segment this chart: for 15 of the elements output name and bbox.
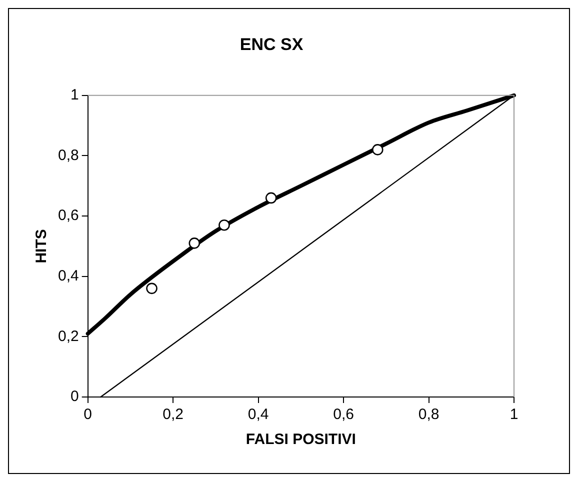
- y-tick-label: 0: [70, 388, 79, 406]
- y-tick-label: 0,8: [58, 146, 79, 164]
- y-tick-label: 1: [70, 86, 79, 104]
- x-tick-label: 0,2: [162, 406, 184, 424]
- y-axis-title: HITS: [33, 229, 50, 264]
- x-tick-label: 0: [84, 406, 92, 424]
- y-tick-label: 0,2: [58, 328, 79, 345]
- y-tick-label: 0,4: [58, 268, 79, 284]
- x-tick-label: 0,8: [418, 406, 440, 424]
- x-tick-label: 0,6: [333, 406, 354, 424]
- y-tick-label: 0,6: [58, 207, 79, 224]
- chart-title: ENC SX: [240, 34, 304, 54]
- x-axis-title: FALSI POSITIVI: [246, 431, 356, 448]
- x-tick-label: 1: [510, 406, 518, 424]
- x-tick-label: 0,4: [248, 406, 269, 424]
